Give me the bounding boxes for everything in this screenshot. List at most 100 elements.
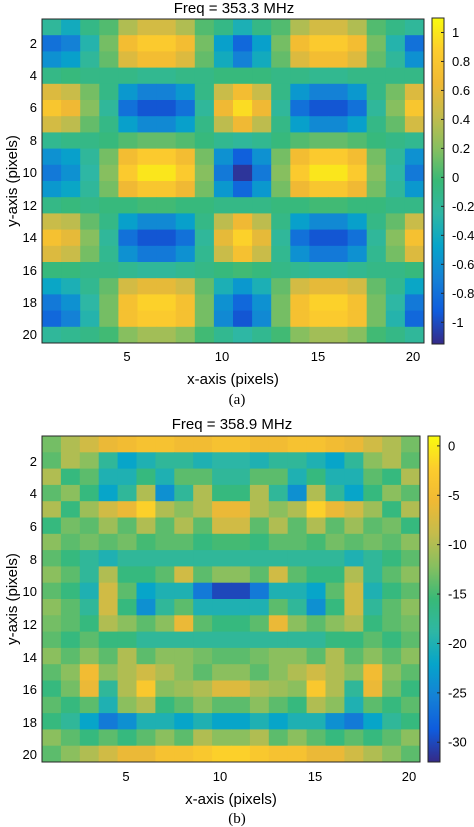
colorbar-tick-label: 0 bbox=[448, 438, 455, 453]
heatmap-cell bbox=[404, 164, 425, 182]
heatmap-cell bbox=[156, 262, 177, 279]
heatmap-cell bbox=[404, 132, 425, 150]
heatmap-cell bbox=[61, 51, 81, 69]
heatmap-cell bbox=[363, 664, 383, 681]
heatmap-cell bbox=[194, 19, 215, 36]
heatmap-cell bbox=[385, 51, 406, 69]
heatmap-cell bbox=[155, 484, 175, 502]
heatmap-cell bbox=[233, 310, 253, 328]
heatmap-cell bbox=[42, 680, 62, 698]
heatmap-cell bbox=[249, 582, 270, 600]
heatmap-cell bbox=[99, 148, 119, 166]
heatmap-cell bbox=[193, 566, 213, 584]
chart-a-xtick-15: 15 bbox=[311, 349, 325, 364]
heatmap-cell bbox=[155, 615, 175, 633]
heatmap-cell bbox=[290, 51, 310, 69]
heatmap-cell bbox=[155, 599, 175, 616]
heatmap-cell bbox=[233, 245, 253, 263]
heatmap-cell bbox=[61, 67, 81, 85]
heatmap-cell bbox=[366, 294, 387, 312]
heatmap-cell bbox=[194, 245, 215, 263]
heatmap-cell bbox=[363, 484, 383, 502]
heatmap-cell bbox=[366, 245, 387, 263]
heatmap-cell bbox=[194, 51, 215, 69]
heatmap-cell bbox=[117, 599, 137, 616]
heatmap-cell bbox=[401, 696, 421, 714]
heatmap-cell bbox=[385, 67, 406, 85]
heatmap-cell bbox=[404, 213, 425, 231]
heatmap-cell bbox=[80, 35, 100, 52]
heatmap-cell bbox=[347, 197, 368, 214]
heatmap-cell bbox=[344, 696, 364, 714]
heatmap-cell bbox=[193, 533, 213, 551]
heatmap-cell bbox=[287, 745, 308, 763]
heatmap-cell bbox=[98, 517, 119, 535]
heatmap-cell bbox=[290, 116, 310, 133]
heatmap-cell bbox=[99, 326, 119, 344]
heatmap-cell bbox=[268, 615, 289, 633]
heatmap-cell bbox=[363, 680, 383, 698]
heatmap-cell bbox=[271, 262, 291, 279]
chart-b-cells bbox=[42, 436, 421, 763]
heatmap-cell bbox=[271, 19, 291, 36]
heatmap-cell bbox=[344, 550, 364, 567]
heatmap-cell bbox=[61, 326, 81, 344]
heatmap-cell bbox=[156, 132, 177, 150]
heatmap-cell bbox=[363, 566, 383, 584]
chart-a-xtick-5: 5 bbox=[123, 349, 130, 364]
heatmap-cell bbox=[99, 51, 119, 69]
heatmap-cell bbox=[309, 294, 329, 312]
heatmap-cell bbox=[385, 197, 406, 214]
heatmap-cell bbox=[99, 294, 119, 312]
heatmap-cell bbox=[213, 245, 234, 263]
heatmap-cell bbox=[212, 680, 232, 698]
heatmap-cell bbox=[325, 452, 345, 470]
heatmap-cell bbox=[136, 533, 156, 551]
heatmap-cell bbox=[137, 67, 158, 85]
heatmap-cell bbox=[309, 19, 329, 36]
heatmap-cell bbox=[99, 213, 119, 231]
heatmap-cell bbox=[137, 116, 158, 133]
heatmap-cell bbox=[117, 680, 137, 698]
heatmap-cell bbox=[249, 680, 270, 698]
chart-b-ytick-18: 18 bbox=[23, 715, 37, 730]
heatmap-cell bbox=[306, 615, 326, 633]
heatmap-cell bbox=[363, 452, 383, 470]
heatmap-cell bbox=[233, 100, 253, 117]
heatmap-cell bbox=[175, 310, 196, 328]
heatmap-cell bbox=[60, 745, 81, 763]
heatmap-cell bbox=[118, 51, 138, 69]
heatmap-cell bbox=[213, 294, 234, 312]
heatmap-cell bbox=[328, 197, 349, 214]
heatmap-cell bbox=[249, 615, 270, 633]
heatmap-cell bbox=[80, 245, 100, 263]
heatmap-cell bbox=[404, 181, 425, 198]
heatmap-cell bbox=[137, 245, 158, 263]
heatmap-cell bbox=[344, 647, 364, 665]
heatmap-cell bbox=[363, 599, 383, 616]
heatmap-cell bbox=[155, 582, 175, 600]
heatmap-cell bbox=[42, 599, 62, 616]
heatmap-cell bbox=[98, 713, 119, 730]
heatmap-cell bbox=[363, 533, 383, 551]
heatmap-cell bbox=[117, 631, 137, 649]
heatmap-cell bbox=[136, 729, 156, 747]
heatmap-cell bbox=[385, 19, 406, 36]
heatmap-cell bbox=[136, 468, 156, 486]
heatmap-cell bbox=[155, 631, 175, 649]
heatmap-cell bbox=[328, 35, 349, 52]
heatmap-cell bbox=[98, 696, 119, 714]
heatmap-cell bbox=[268, 729, 289, 747]
heatmap-cell bbox=[42, 245, 62, 263]
heatmap-cell bbox=[252, 181, 272, 198]
heatmap-cell bbox=[155, 436, 175, 453]
heatmap-cell bbox=[117, 533, 137, 551]
chart-b-xtick-10: 10 bbox=[213, 769, 227, 784]
heatmap-cell bbox=[118, 197, 138, 214]
heatmap-cell bbox=[231, 631, 251, 649]
heatmap-cell bbox=[290, 100, 310, 117]
heatmap-cell bbox=[290, 181, 310, 198]
heatmap-cell bbox=[401, 452, 421, 470]
heatmap-cell bbox=[213, 310, 234, 328]
